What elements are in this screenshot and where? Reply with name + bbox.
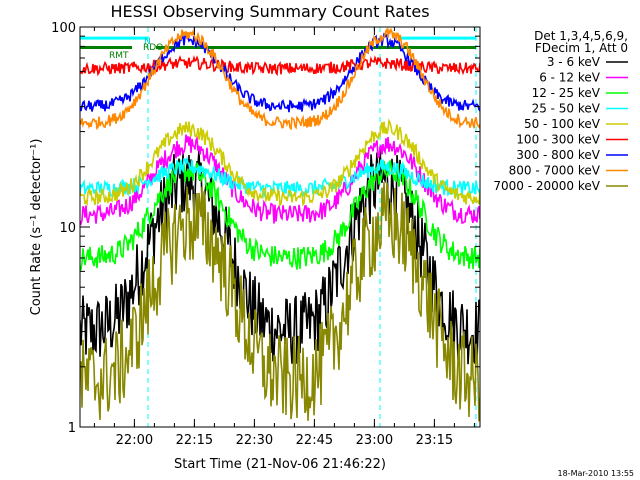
- footer-timestamp: 18-Mar-2010 13:55: [558, 469, 635, 478]
- series-line-6: [80, 32, 480, 113]
- legend-label-5: 100 - 300 keV: [516, 133, 600, 147]
- x-tick-label-3: 22:45: [296, 433, 333, 448]
- x-tick-label-2: 22:30: [236, 433, 273, 448]
- y-tick-label-1: 10: [59, 221, 76, 236]
- legend-label-6: 300 - 800 keV: [516, 148, 600, 162]
- series-line-8: [80, 182, 480, 422]
- legend-label-1: 6 - 12 keV: [539, 71, 601, 85]
- legend: Det 1,3,4,5,6,9, FDecim 1, Att 0 3 - 6 k…: [493, 29, 628, 193]
- series-line-4: [80, 118, 480, 207]
- series-line-2: [80, 160, 480, 272]
- y-tick-label-2: 100: [51, 21, 76, 36]
- chart-title: HESSI Observing Summary Count Rates: [110, 2, 429, 21]
- flag-label-rmt: RMT: [109, 51, 129, 61]
- x-axis-label: Start Time (21-Nov-06 21:46:22): [174, 457, 386, 472]
- legend-label-3: 25 - 50 keV: [532, 102, 601, 116]
- legend-label-7: 800 - 7000 keV: [509, 164, 601, 178]
- legend-header-line-2: FDecim 1, Att 0: [535, 41, 628, 55]
- y-axis-label: Count Rate (s⁻¹ detector⁻¹): [29, 139, 44, 316]
- y-tick-label-0: 1: [68, 421, 76, 436]
- legend-header-line-1: Det 1,3,4,5,6,9,: [534, 29, 628, 43]
- x-axis: 22:00 22:15 22:30 22:45 23:00 23:15: [93, 27, 475, 448]
- x-tick-label-5: 23:15: [416, 433, 453, 448]
- x-tick-label-4: 23:00: [356, 433, 393, 448]
- y-axis: 1 10 100: [51, 21, 480, 436]
- flag-label-n: N: [144, 37, 151, 47]
- legend-label-8: 7000 - 20000 keV: [493, 179, 600, 193]
- x-tick-label-1: 22:15: [176, 433, 213, 448]
- legend-label-2: 12 - 25 keV: [532, 86, 601, 100]
- plot-area: [80, 27, 480, 427]
- legend-label-4: 50 - 100 keV: [524, 117, 601, 131]
- flag-label-rdo: RDO: [143, 43, 163, 53]
- x-tick-label-0: 22:00: [116, 433, 153, 448]
- series-line-7: [80, 27, 480, 131]
- legend-label-0: 3 - 6 keV: [547, 55, 601, 69]
- series-line-3: [80, 156, 480, 199]
